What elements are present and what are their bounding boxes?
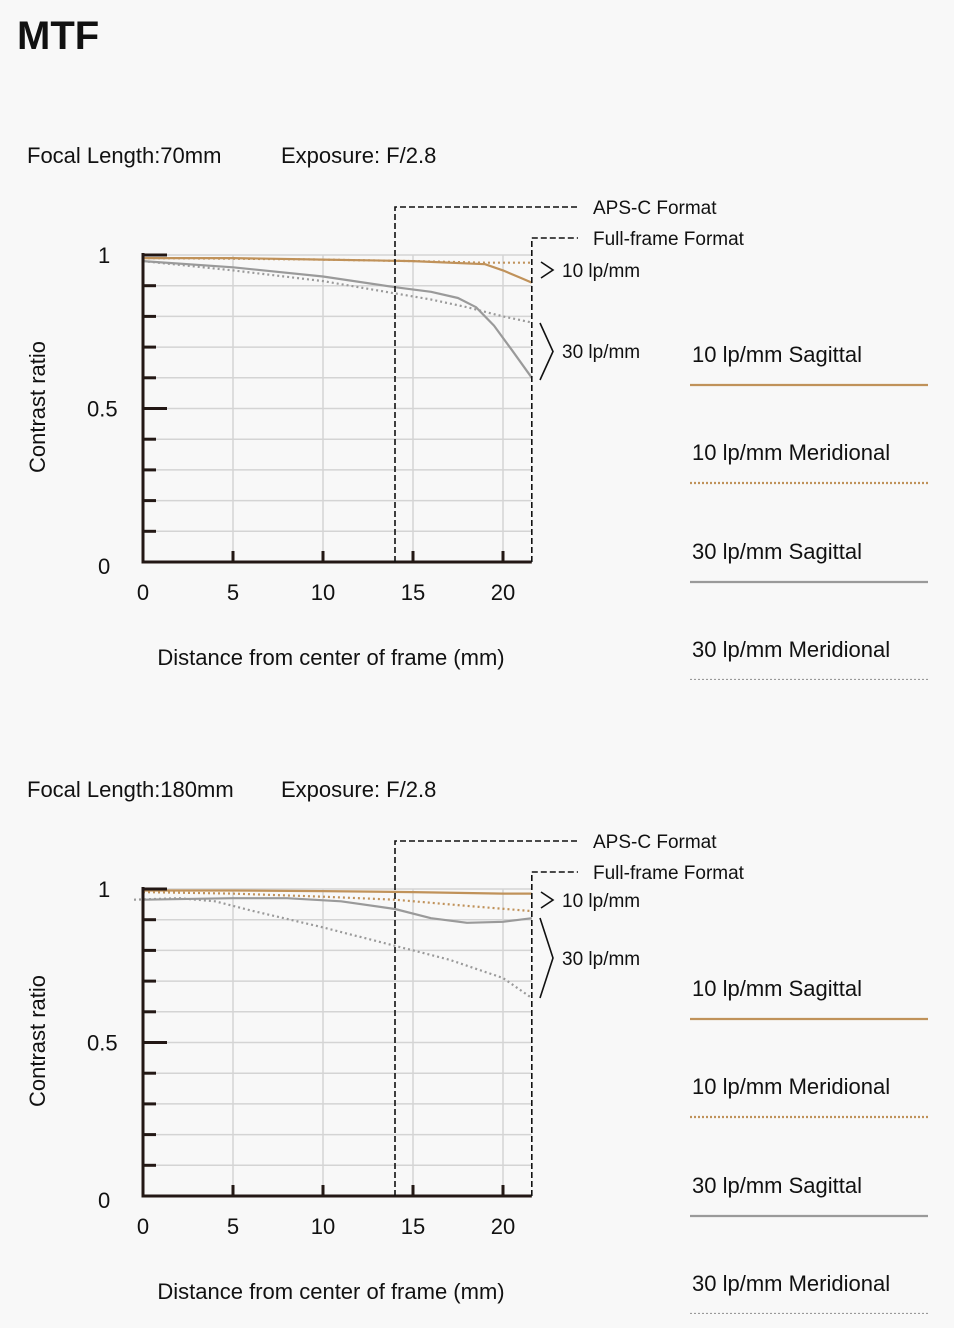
x-axis-label: Distance from center of frame (mm) — [157, 1279, 504, 1304]
x-tick-label: 5 — [227, 1214, 239, 1239]
series-line-30-lp-mm-meridional — [142, 260, 533, 324]
y-tick-label: 0 — [98, 554, 110, 579]
lp30-label: 30 lp/mm — [562, 342, 640, 363]
bracket-10lp-icon — [540, 891, 555, 909]
lp30-label: 30 lp/mm — [562, 949, 640, 970]
series-line-30-lp-mm-meridional — [133, 897, 533, 999]
chart-title: Focal Length:180mm — [27, 777, 234, 802]
aps-c-label: APS-C Format — [593, 832, 717, 853]
legend-label: 10 lp/mm Sagittal — [692, 342, 862, 367]
x-tick-label: 0 — [137, 580, 149, 605]
legend-label: 10 lp/mm Meridional — [692, 1074, 890, 1099]
series-line-10-lp-mm-meridional — [142, 891, 532, 913]
x-tick-label: 0 — [137, 1214, 149, 1239]
exposure-label: Exposure: F/2.8 — [281, 143, 436, 168]
x-tick-label: 20 — [491, 580, 515, 605]
bracket-30lp-icon — [539, 322, 554, 381]
x-axis-label: Distance from center of frame (mm) — [157, 645, 504, 670]
full-frame-label: Full-frame Format — [593, 863, 745, 884]
y-tick-label: 1 — [98, 243, 110, 268]
legend-label: 10 lp/mm Sagittal — [692, 976, 862, 1001]
mtf-chart-70mm: Focal Length:70mm Exposure: F/2.8 0 0.5 1 0 5 1… — [0, 120, 954, 682]
legend-label: 30 lp/mm Sagittal — [692, 539, 862, 564]
series-line-30-lp-mm-sagittal — [142, 897, 532, 924]
x-tick-label: 5 — [227, 580, 239, 605]
y-tick-label: 0.5 — [87, 397, 118, 422]
y-tick-label: 1 — [98, 877, 110, 902]
mtf-chart-svg: Focal Length:180mm Exposure: F/2.800.510 5… — [25, 777, 928, 1316]
x-tick-label: 10 — [311, 1214, 335, 1239]
legend-label: 10 lp/mm Meridional — [692, 440, 890, 465]
legend-label: 30 lp/mm Meridional — [692, 1271, 890, 1296]
y-axis-label: Contrast ratio — [25, 341, 50, 473]
y-axis-label: Contrast ratio — [25, 975, 50, 1107]
y-tick-label: 0 — [98, 1188, 110, 1213]
aps-c-limit-line — [394, 840, 578, 1196]
legend-label: 30 lp/mm Meridional — [692, 637, 890, 662]
bracket-30lp-icon — [539, 917, 554, 999]
series-line-10-lp-mm-sagittal — [143, 889, 532, 895]
full-frame-limit-line — [530, 871, 578, 1196]
full-frame-limit-line — [530, 237, 578, 562]
mtf-chart-180mm: Focal Length:180mm Exposure: F/2.8 0 0.5 1 0 5… — [0, 754, 954, 1316]
mtf-chart-svg: Focal Length:70mm Exposure: F/2.800.510 5 1… — [25, 143, 928, 682]
x-tick-label: 20 — [491, 1214, 515, 1239]
x-tick-label: 15 — [401, 1214, 425, 1239]
x-tick-label: 10 — [311, 580, 335, 605]
full-frame-label: Full-frame Format — [593, 229, 745, 250]
lp10-label: 10 lp/mm — [562, 261, 640, 282]
bracket-10lp-icon — [540, 261, 555, 279]
legend-label: 30 lp/mm Sagittal — [692, 1173, 862, 1198]
series-line-10-lp-mm-meridional — [142, 257, 532, 264]
lp10-label: 10 lp/mm — [562, 891, 640, 912]
x-tick-label: 15 — [401, 580, 425, 605]
aps-c-limit-line — [394, 206, 578, 562]
aps-c-label: APS-C Format — [593, 198, 717, 219]
page-title: MTF — [17, 14, 100, 58]
series-line-30-lp-mm-sagittal — [142, 260, 533, 379]
y-tick-label: 0.5 — [87, 1031, 118, 1056]
exposure-label: Exposure: F/2.8 — [281, 777, 436, 802]
chart-title: Focal Length:70mm — [27, 143, 221, 168]
